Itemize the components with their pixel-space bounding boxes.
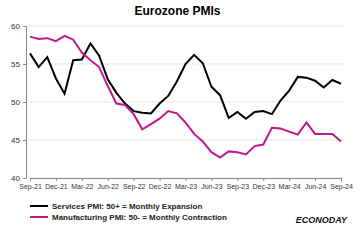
x-tick-label: Jun-24 — [305, 183, 327, 190]
x-tick: Jun-22 — [98, 178, 120, 190]
series-line — [30, 43, 341, 118]
x-tick-label: Sep-22 — [123, 183, 146, 191]
x-tick-mark — [108, 178, 109, 181]
grid-line — [26, 140, 345, 141]
legend-label: Services PMI: 50+ = Monthly Expansion — [52, 202, 202, 211]
x-tick-mark — [30, 178, 31, 181]
chart: Eurozone PMIs4045505560Sep-21Dec-21Mar-2… — [0, 0, 355, 230]
x-tick-mark — [263, 178, 264, 181]
y-tick-label: 50 — [11, 98, 20, 107]
y-tick: 55 — [11, 60, 26, 69]
x-tick: Dec-21 — [45, 178, 68, 190]
legend-label: Manufacturing PMI: 50- = Monthly Contrac… — [52, 213, 227, 222]
y-tick-label: 60 — [11, 22, 20, 31]
y-tick-mark — [23, 140, 26, 141]
y-tick-mark — [23, 26, 26, 27]
x-tick-label: Mar-24 — [279, 183, 301, 190]
lines — [30, 36, 341, 158]
x-tick: Sep-24 — [330, 178, 353, 191]
x-tick: Sep-21 — [19, 178, 42, 191]
x-tick-label: Dec-21 — [45, 183, 68, 190]
x-tick-mark — [160, 178, 161, 181]
legend-swatch — [30, 216, 48, 218]
x-tick: Dec-23 — [252, 178, 275, 190]
legend-swatch — [30, 205, 48, 207]
grid — [26, 26, 345, 178]
y-tick-label: 55 — [11, 60, 20, 69]
x-tick: Jun-23 — [201, 178, 223, 190]
x-tick-mark — [211, 178, 212, 181]
x-tick-mark — [186, 178, 187, 181]
x-tick-label: Jun-22 — [98, 183, 120, 190]
logo: ECONODAY — [296, 215, 348, 225]
y-axis: 40 45 50 55 60 — [11, 22, 26, 183]
x-tick-label: Jun-23 — [201, 183, 223, 190]
x-tick-mark — [341, 178, 342, 181]
y-tick-label: 45 — [11, 136, 20, 145]
title: Eurozone PMIs — [134, 4, 220, 18]
legend: Services PMI: 50+ = Monthly Expansion Man… — [30, 202, 227, 222]
y-tick: 60 — [11, 22, 26, 31]
x-tick-label: Sep-24 — [330, 183, 353, 191]
x-tick: Sep-23 — [227, 178, 250, 191]
x-tick-mark — [82, 178, 83, 181]
x-tick: Mar-22 — [71, 178, 93, 190]
x-tick-mark — [56, 178, 57, 181]
x-tick-label: Sep-21 — [19, 183, 42, 191]
x-tick: Sep-22 — [123, 178, 146, 191]
y-tick-label: 40 — [11, 174, 20, 183]
x-tick-label: Mar-22 — [71, 183, 93, 190]
x-tick: Jun-24 — [305, 178, 327, 190]
x-tick: Mar-23 — [175, 178, 197, 190]
x-tick-label: Dec-23 — [252, 183, 275, 190]
x-tick-mark — [134, 178, 135, 181]
x-axis: Sep-21Dec-21Mar-22Jun-22Sep-22Dec-22Mar-… — [19, 178, 353, 191]
y-tick-mark — [23, 64, 26, 65]
grid-line — [26, 26, 345, 27]
x-tick-mark — [237, 178, 238, 181]
x-tick-mark — [289, 178, 290, 181]
y-axis-line — [23, 27, 27, 179]
x-tick-label: Dec-22 — [149, 183, 172, 190]
x-tick-label: Sep-23 — [227, 183, 250, 191]
y-tick: 50 — [11, 98, 26, 107]
x-tick: Dec-22 — [149, 178, 172, 190]
x-tick-label: Mar-23 — [175, 183, 197, 190]
y-tick: 45 — [11, 136, 26, 145]
grid-line — [26, 102, 345, 103]
x-tick-mark — [315, 178, 316, 181]
y-tick-mark — [23, 102, 26, 103]
x-tick: Mar-24 — [279, 178, 301, 190]
y-tick-mark — [23, 178, 26, 179]
x-axis-line — [31, 179, 342, 182]
y-tick: 40 — [11, 174, 26, 183]
series-line — [30, 36, 341, 158]
